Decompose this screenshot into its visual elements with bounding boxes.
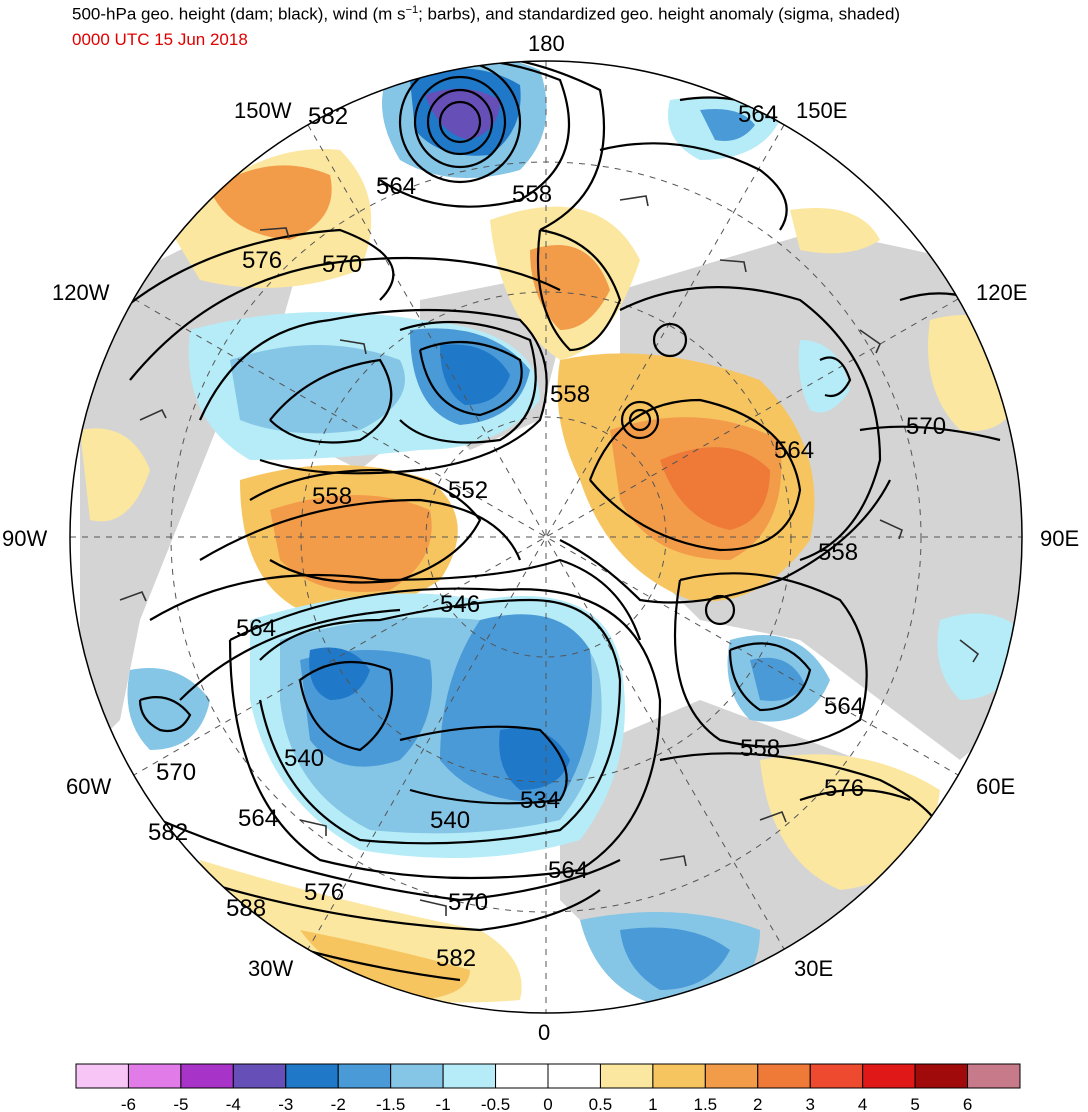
contour-label: 564 <box>738 101 778 128</box>
lon-label-30w: 30W <box>248 956 293 981</box>
contour-label: 570 <box>156 759 196 786</box>
colorbar-tick-label: -1.5 <box>376 1095 405 1112</box>
lon-label-60e: 60E <box>976 774 1015 799</box>
colorbar-tick-label: 3 <box>805 1095 814 1112</box>
contour-label: 558 <box>818 539 858 566</box>
colorbar-swatch <box>757 1063 811 1089</box>
colorbar-swatch <box>862 1063 916 1089</box>
colorbar: -6 -5 -4 -3 -2 -1.5 -1 -0.5 0 0.5 1 1.5 2 3 4 5 6 <box>75 1063 1021 1112</box>
longitude-labels: 180 0 90W 90E 150W 150E 120W 120E 60W 60… <box>2 31 1079 1045</box>
colorbar-tick-label: 6 <box>963 1095 972 1112</box>
colorbar-tick-label: -4 <box>226 1095 241 1112</box>
colorbar-swatch <box>652 1063 706 1089</box>
lon-label-60w: 60W <box>66 774 111 799</box>
contour-label: 570 <box>906 413 946 440</box>
graticule <box>70 61 1022 1013</box>
lon-label-120e: 120E <box>976 280 1027 305</box>
contour-label: 564 <box>548 857 588 884</box>
colorbar-swatch <box>547 1063 601 1089</box>
contour-label: 576 <box>242 247 282 274</box>
contour-label: 558 <box>512 181 552 208</box>
colorbar-tick-label: 0.5 <box>589 1095 613 1112</box>
colorbar-tick-label: 4 <box>858 1095 867 1112</box>
map-valid-time: 0000 UTC 15 Jun 2018 <box>72 30 248 49</box>
contour-label: 570 <box>448 889 488 916</box>
colorbar-tick-label: -0.5 <box>481 1095 510 1112</box>
lon-label-90e: 90E <box>1040 526 1079 551</box>
contour-label: 564 <box>236 615 276 642</box>
contour-label: 576 <box>824 775 864 802</box>
contour-label: 564 <box>238 805 278 832</box>
colorbar-swatch <box>704 1063 759 1089</box>
contour-label: 588 <box>226 895 266 922</box>
colorbar-swatch <box>495 1063 549 1089</box>
colorbar-swatch <box>337 1063 392 1089</box>
colorbar-tick-label: -6 <box>121 1095 136 1112</box>
colorbar-swatch <box>180 1063 234 1089</box>
colorbar-swatch <box>127 1063 182 1089</box>
colorbar-swatch <box>809 1063 864 1089</box>
contour-label: 570 <box>322 251 362 278</box>
contour-label: 576 <box>304 879 344 906</box>
colorbar-tick-label: 1 <box>648 1095 657 1112</box>
colorbar-swatch <box>599 1063 654 1089</box>
colorbar-swatch <box>390 1063 444 1089</box>
colorbar-swatch <box>232 1063 287 1089</box>
contour-label: 558 <box>740 735 780 762</box>
map-title: 500-hPa geo. height (dam; black), wind (… <box>72 4 901 24</box>
contour-label: 558 <box>550 381 590 408</box>
contour-label: 582 <box>308 103 348 130</box>
lon-label-90w: 90W <box>2 526 47 551</box>
contour-label: 534 <box>520 787 560 814</box>
contour-label: 582 <box>148 819 188 846</box>
contour-label: 540 <box>284 745 324 772</box>
contour-label: 564 <box>376 173 416 200</box>
map-boundary <box>69 60 1023 1014</box>
colorbar-tick-label: -1 <box>436 1095 451 1112</box>
colorbar-tick-label: -5 <box>173 1095 188 1112</box>
contour-label: 540 <box>430 807 470 834</box>
colorbar-swatch <box>967 1063 1021 1089</box>
contour-labels: 582 564 558 576 570 564 558 552 558 546 … <box>148 101 946 972</box>
contour-label: 564 <box>774 437 814 464</box>
lon-label-0: 0 <box>538 1020 550 1045</box>
colorbar-tick-label: 2 <box>753 1095 762 1112</box>
colorbar-swatch <box>914 1063 969 1089</box>
lon-label-30e: 30E <box>794 956 833 981</box>
colorbar-swatch <box>75 1063 129 1089</box>
lon-label-180: 180 <box>528 31 565 56</box>
colorbar-tick-label: 1.5 <box>694 1095 718 1112</box>
lon-label-150e: 150E <box>796 98 847 123</box>
colorbar-tick-label: 5 <box>910 1095 919 1112</box>
lon-label-120w: 120W <box>52 280 110 305</box>
colorbar-tick-label: -2 <box>331 1095 346 1112</box>
contour-label: 564 <box>824 693 864 720</box>
contour-label: 552 <box>448 477 488 504</box>
colorbar-swatch <box>285 1063 339 1089</box>
contour-label: 546 <box>440 591 480 618</box>
anomaly-shading <box>80 61 1022 1010</box>
contour-label: 558 <box>312 483 352 510</box>
lon-label-150w: 150W <box>234 98 292 123</box>
colorbar-swatch <box>442 1063 497 1089</box>
colorbar-tick-label: -3 <box>278 1095 293 1112</box>
colorbar-tick-label: 0 <box>543 1095 552 1112</box>
height-contours <box>109 61 1011 1012</box>
contour-label: 582 <box>436 945 476 972</box>
